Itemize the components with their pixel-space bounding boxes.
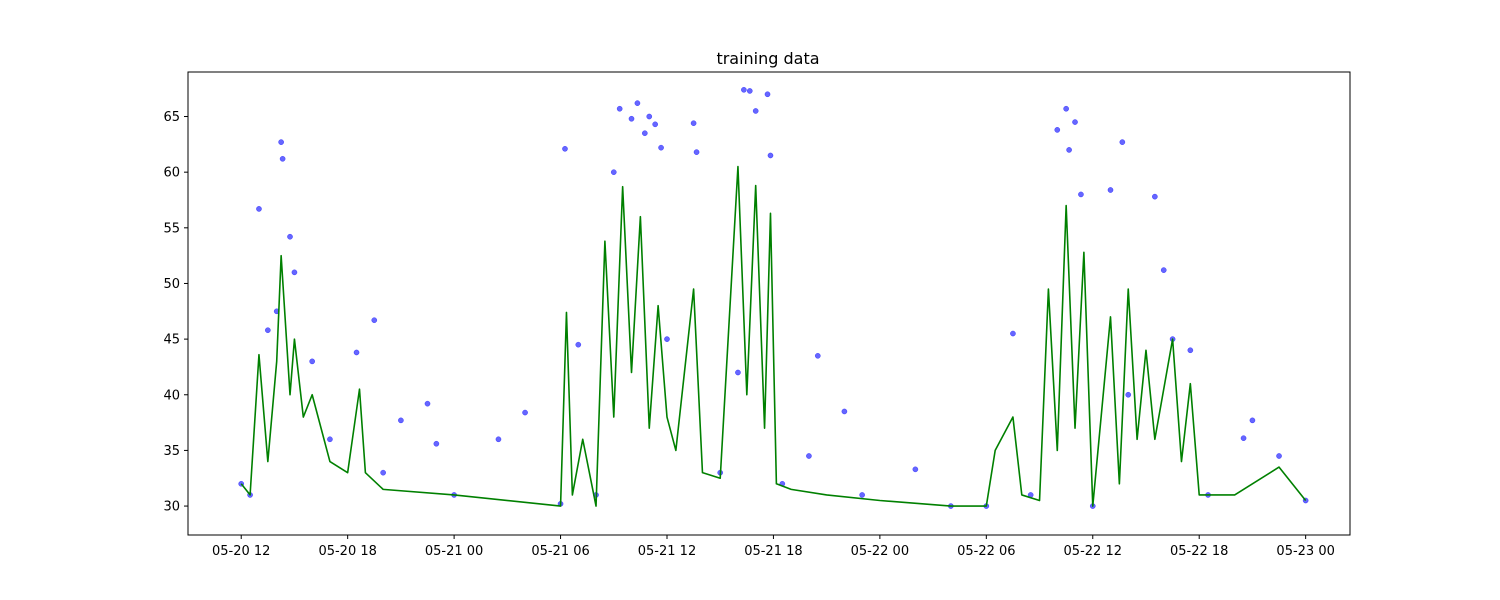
scatter-point [327,436,333,443]
y-tick-label: 30 [163,500,180,515]
scatter-point [767,152,774,159]
scatter-point [1187,347,1194,354]
scatter-point [1107,187,1114,193]
x-tick-label: 05-23 00 [1276,544,1334,559]
scatter-point [841,408,848,415]
scatter-point [353,349,360,356]
y-tick-label: 40 [163,388,180,403]
y-tick-label: 50 [163,277,180,292]
scatter-point [628,115,635,122]
scatter-point [398,417,404,424]
x-tick-label: 05-21 06 [531,544,589,559]
scatter-point [279,155,286,162]
scatter-point [424,400,431,407]
scatter-point [1160,267,1167,273]
scatter-point [806,453,812,459]
scatter-point [741,86,747,93]
x-tick-label: 05-22 12 [1064,544,1122,559]
y-tick-label: 55 [163,221,180,236]
scatter-point [664,336,670,342]
scatter-point [1240,435,1247,442]
scatter-point [912,466,919,473]
scatter-point [1010,330,1016,337]
x-tick-label: 05-22 00 [851,544,909,559]
scatter-point [1125,391,1132,398]
scatter-point [1152,193,1158,200]
x-tick-label: 05-22 18 [1170,544,1228,559]
scatter-point [616,105,623,112]
x-tick-label: 05-21 18 [744,544,802,559]
x-tick-label: 05-20 18 [318,544,376,559]
scatter-point [652,121,659,128]
y-tick-label: 35 [163,444,180,459]
scatter-point [814,352,821,359]
y-tick-label: 45 [163,333,180,348]
scatter-point [287,233,293,240]
scatter-point [278,139,284,145]
scatter-point [641,130,648,137]
scatter-point [658,144,664,151]
scatter-point [746,88,753,94]
scatter-point [859,492,865,498]
x-tick-label: 05-22 06 [957,544,1015,559]
x-tick-label: 05-21 12 [638,544,696,559]
x-tick-label: 05-20 12 [212,544,270,559]
scatter-point [764,91,771,98]
scatter-point [522,409,528,416]
scatter-point [735,369,741,376]
scatter-point [1078,191,1084,198]
scatter-point [256,206,262,212]
y-tick-label: 65 [163,110,180,125]
scatter-point [264,327,271,334]
scatter-point [433,440,440,447]
scatter-point [291,269,298,276]
scatter-point [309,358,316,365]
scatter-point [634,100,641,107]
scatter-point [1066,147,1072,153]
scatter-point [1063,105,1070,112]
scatter-point [562,145,568,152]
scatter-point [690,120,697,127]
scatter-point [380,469,386,476]
scatter-point [575,341,582,348]
x-tick-label: 05-21 00 [425,544,483,559]
scatter-point [1072,119,1078,125]
scatter-point [752,108,759,114]
series-line [240,165,1307,507]
scatter-point [693,149,700,155]
scatter-point [1249,417,1256,424]
scatter-point [1276,453,1282,459]
y-tick-label: 60 [163,166,180,181]
scatter-point [610,169,617,176]
scatter-point [1119,139,1126,145]
scatter-point [1054,127,1061,133]
scatter-point [646,113,653,120]
scatter-point [495,436,502,443]
plot-frame [187,71,1351,536]
chart-title: training data [716,49,819,68]
scatter-point [371,317,378,324]
